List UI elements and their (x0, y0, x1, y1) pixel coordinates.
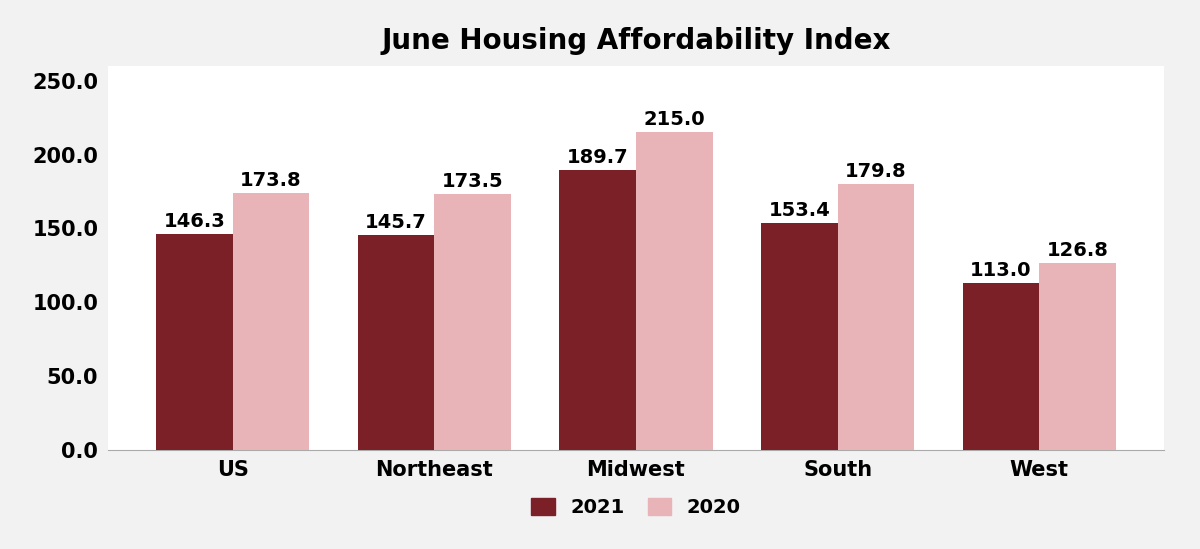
Text: 215.0: 215.0 (643, 110, 706, 130)
Bar (559, 170, 636, 450)
Bar (233, 193, 310, 450)
Text: 113.0: 113.0 (971, 261, 1032, 280)
Bar (636, 132, 713, 450)
Text: 173.5: 173.5 (442, 172, 504, 191)
Text: 126.8: 126.8 (1046, 241, 1109, 260)
Bar (1039, 263, 1116, 450)
Bar (156, 234, 233, 450)
Bar (358, 235, 434, 450)
Text: 189.7: 189.7 (566, 148, 629, 167)
Bar (962, 283, 1039, 450)
Legend: 2021, 2020: 2021, 2020 (523, 490, 749, 525)
Text: 145.7: 145.7 (365, 213, 427, 232)
Bar (434, 194, 511, 450)
Bar (761, 223, 838, 450)
Title: June Housing Affordability Index: June Housing Affordability Index (382, 27, 890, 55)
Text: 146.3: 146.3 (163, 212, 226, 231)
Text: 179.8: 179.8 (845, 163, 907, 182)
Text: 153.4: 153.4 (768, 201, 830, 221)
Bar (838, 184, 914, 450)
Text: 173.8: 173.8 (240, 171, 301, 191)
